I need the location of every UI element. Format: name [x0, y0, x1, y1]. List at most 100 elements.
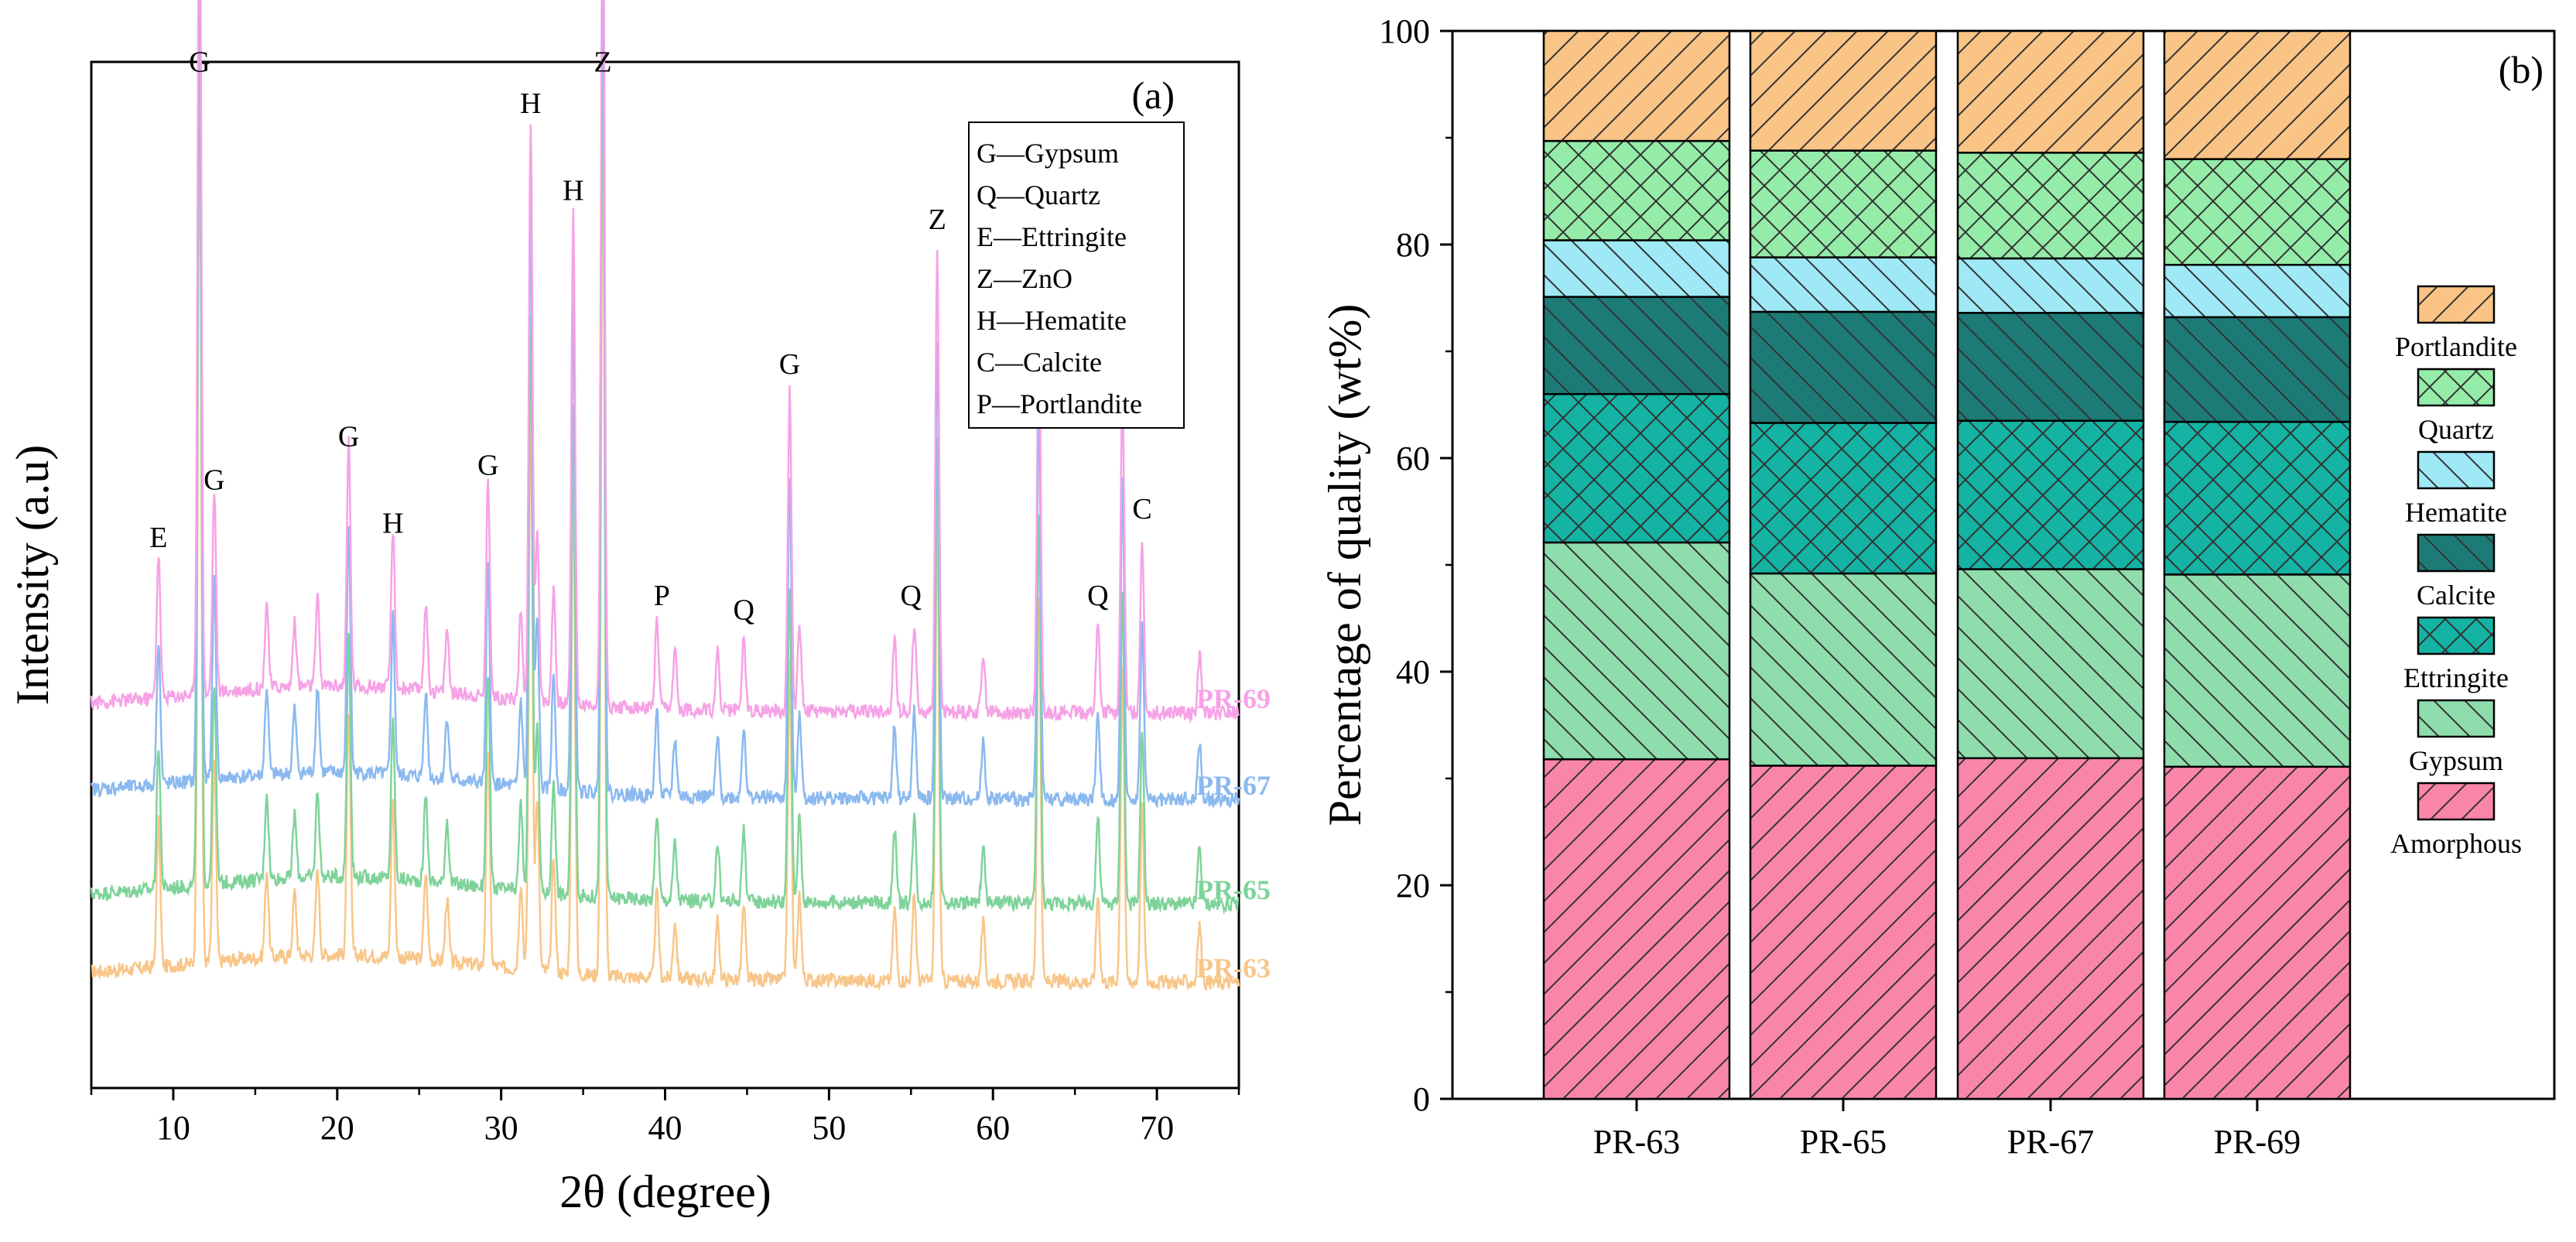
- bar-hatch: [1956, 312, 2145, 422]
- xrd-line-pr-69: [90, 0, 1240, 724]
- category-label-pr-65: PR-65: [1800, 1123, 1887, 1161]
- bar-hatch: [1956, 757, 2145, 1100]
- bar-hatch: [1749, 29, 1938, 152]
- legend-swatch-hatch: [2417, 699, 2496, 738]
- peak-label: P: [654, 580, 670, 612]
- x-tick-label: 10: [156, 1109, 190, 1147]
- xrd-legend-entry: C—Calcite: [977, 347, 1102, 378]
- bar-segment-pr-65-hematite: [1749, 256, 1938, 313]
- peak-label: C: [1132, 493, 1151, 525]
- legend-label: Gypsum: [2409, 745, 2503, 776]
- bar-segment-pr-65-ettringite: [1749, 422, 1938, 575]
- peak-label: G: [779, 348, 800, 381]
- xrd-legend-entry: H—Hematite: [977, 305, 1127, 336]
- legend-swatch-hatch: [2417, 782, 2496, 821]
- xrd-legend-entry: Q—Quartz: [977, 180, 1100, 210]
- legend-swatch-hatch: [2417, 285, 2496, 324]
- legend-swatch-hatch: [2417, 616, 2496, 655]
- bar-segment-pr-65-calcite: [1749, 310, 1938, 424]
- bar-segment-pr-63-ettringite: [1542, 392, 1731, 544]
- y-tick-label: 80: [1396, 226, 1430, 264]
- legend-swatch-hatch: [2417, 450, 2496, 490]
- y-tick-label: 100: [1379, 12, 1430, 50]
- bar-segment-pr-65-gypsum: [1749, 572, 1938, 767]
- y-tick-label: 20: [1396, 867, 1430, 905]
- bar-hatch: [2163, 573, 2352, 768]
- bar-hatch: [1956, 152, 2145, 260]
- xrd-legend-entry: P—Portlandite: [977, 388, 1142, 419]
- bar-segment-pr-67-amorphous: [1956, 757, 2145, 1100]
- bar-hatch: [1542, 392, 1731, 544]
- bar-hatch: [1542, 239, 1731, 298]
- bar-hatch: [2163, 29, 2352, 160]
- bar-segment-pr-63-quartz: [1542, 139, 1731, 241]
- bar-segment-pr-69-ettringite: [2163, 420, 2352, 576]
- peak-label: G: [204, 464, 224, 496]
- legend-label: Ettringite: [2403, 662, 2509, 693]
- bar-segment-pr-63-hematite: [1542, 239, 1731, 298]
- bar-segment-pr-63-portlandite: [1542, 29, 1731, 142]
- xrd-legend-entry: E—Ettringite: [977, 221, 1127, 252]
- bar-segment-pr-65-quartz: [1749, 149, 1938, 258]
- peak-label: E: [149, 522, 167, 554]
- series-label-pr-69: PR-69: [1196, 683, 1271, 714]
- legend-label: Calcite: [2417, 580, 2496, 611]
- bar-hatch: [1542, 541, 1731, 761]
- peak-label: H: [563, 174, 583, 207]
- peak-label: Z: [594, 46, 611, 79]
- legend-item-hematite: Hematite: [2405, 450, 2507, 528]
- bar-segment-pr-67-portlandite: [1956, 29, 2145, 154]
- bar-hatch: [1542, 139, 1731, 241]
- x-tick-label: 40: [648, 1109, 682, 1147]
- bar-hatch: [1956, 29, 2145, 154]
- legend-item-quartz: Quartz: [2417, 368, 2496, 445]
- bar-hatch: [1749, 310, 1938, 424]
- peak-label: H: [382, 507, 403, 539]
- xrd-legend-box: [968, 121, 1185, 429]
- bar-segment-pr-67-ettringite: [1956, 419, 2145, 570]
- bar-hatch: [1542, 29, 1731, 142]
- legend-item-amorphous: Amorphous: [2390, 782, 2522, 859]
- xrd-panel: GZHHEGGHGPQGQZHQZC PR-63PR-65PR-67PR-69 …: [7, 0, 1271, 1217]
- bar-hatch: [1956, 419, 2145, 570]
- bar-hatch: [1749, 765, 1938, 1100]
- y-tick-label: 60: [1396, 440, 1430, 477]
- series-label-pr-67: PR-67: [1196, 770, 1271, 801]
- legend-label: Quartz: [2418, 414, 2494, 445]
- category-label-pr-63: PR-63: [1593, 1123, 1680, 1161]
- bar-hatch: [1956, 568, 2145, 760]
- legend-label: Hematite: [2405, 497, 2507, 528]
- bar-segment-pr-63-calcite: [1542, 296, 1731, 395]
- bar-hatch: [1542, 758, 1731, 1100]
- legend-swatch-hatch: [2417, 533, 2496, 573]
- peak-label: G: [189, 46, 210, 79]
- series-label-pr-65: PR-65: [1196, 874, 1271, 905]
- bar-segment-pr-67-quartz: [1956, 152, 2145, 260]
- y-tick-label: 0: [1413, 1080, 1430, 1118]
- bar-segment-pr-69-portlandite: [2163, 29, 2352, 160]
- peak-label: Q: [1087, 580, 1108, 612]
- bar-segment-pr-63-gypsum: [1542, 541, 1731, 761]
- peak-label: Q: [901, 580, 922, 612]
- bar-segment-pr-67-gypsum: [1956, 568, 2145, 760]
- bar-segment-pr-65-portlandite: [1749, 29, 1938, 152]
- panel-b-label: (b): [2499, 48, 2544, 91]
- peak-label: Z: [929, 204, 946, 236]
- legend-item-ettringite: Ettringite: [2403, 616, 2509, 693]
- bar-segment-pr-69-amorphous: [2163, 765, 2352, 1100]
- legend-item-calcite: Calcite: [2417, 533, 2496, 611]
- peak-label: G: [338, 420, 359, 453]
- x-tick-label: 50: [812, 1109, 846, 1147]
- x-tick-label: 60: [976, 1109, 1010, 1147]
- peak-label: H: [520, 87, 541, 120]
- xrd-x-axis-title: 2θ (degree): [559, 1166, 771, 1217]
- xrd-legend-entry: G—Gypsum: [977, 138, 1119, 169]
- xrd-line-pr-67: [90, 0, 1240, 809]
- bar-hatch: [1749, 256, 1938, 313]
- category-label-pr-67: PR-67: [2007, 1123, 2094, 1161]
- xrd-y-axis-title: Intensity (a.u): [7, 445, 58, 706]
- legend-item-gypsum: Gypsum: [2409, 699, 2503, 776]
- bar-segment-pr-69-gypsum: [2163, 573, 2352, 768]
- bar-y-axis-title: Percentage of quality (wt%): [1319, 304, 1370, 826]
- peak-label: Q: [733, 594, 754, 627]
